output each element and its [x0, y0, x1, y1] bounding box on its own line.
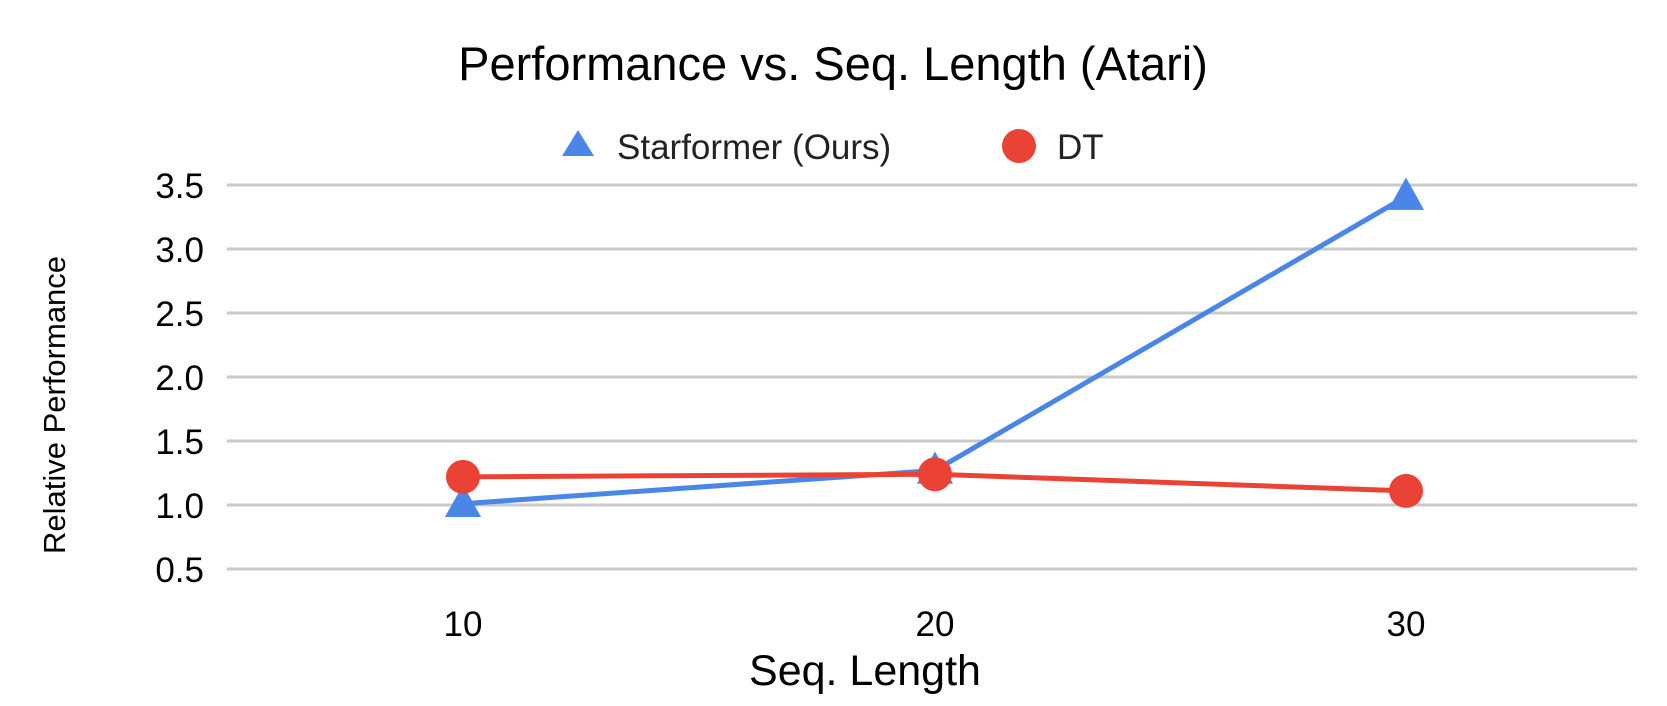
point-dt-10: [446, 459, 480, 494]
legend-marker-starformer: [562, 130, 594, 156]
y-tick-label: 1.5: [155, 423, 204, 462]
y-tick-label: 0.5: [155, 551, 204, 590]
point-dt-20: [918, 457, 952, 492]
legend-label-starformer: Starformer (Ours): [617, 128, 891, 167]
y-tick-label: 3.0: [155, 231, 204, 270]
x-axis-label: Seq. Length: [749, 647, 981, 695]
legend: Starformer (Ours) DT: [562, 128, 1104, 167]
y-tick-label: 2.0: [155, 359, 204, 398]
x-tick-label: 30: [1387, 605, 1426, 644]
x-tick-label: 20: [916, 605, 955, 644]
y-tick-label: 1.0: [155, 487, 204, 526]
gridlines: [227, 183, 1637, 571]
y-axis-label: Relative Performance: [37, 256, 72, 554]
x-tick-label: 10: [444, 605, 483, 644]
point-dt-30: [1389, 473, 1423, 508]
point-starformer-10: [444, 484, 482, 518]
y-tick-label: 3.5: [155, 167, 204, 206]
chart-title: Performance vs. Seq. Length (Atari): [458, 37, 1208, 90]
legend-marker-dt: [1002, 129, 1036, 163]
point-starformer-30: [1387, 177, 1425, 210]
y-tick-label: 2.5: [155, 295, 204, 334]
legend-label-dt: DT: [1057, 128, 1104, 167]
y-axis-ticks: 0.5 1.0 1.5 2.0 2.5 3.0 3.5: [155, 167, 204, 590]
series: [444, 177, 1425, 518]
x-axis-ticks: 10 20 30: [444, 605, 1426, 644]
